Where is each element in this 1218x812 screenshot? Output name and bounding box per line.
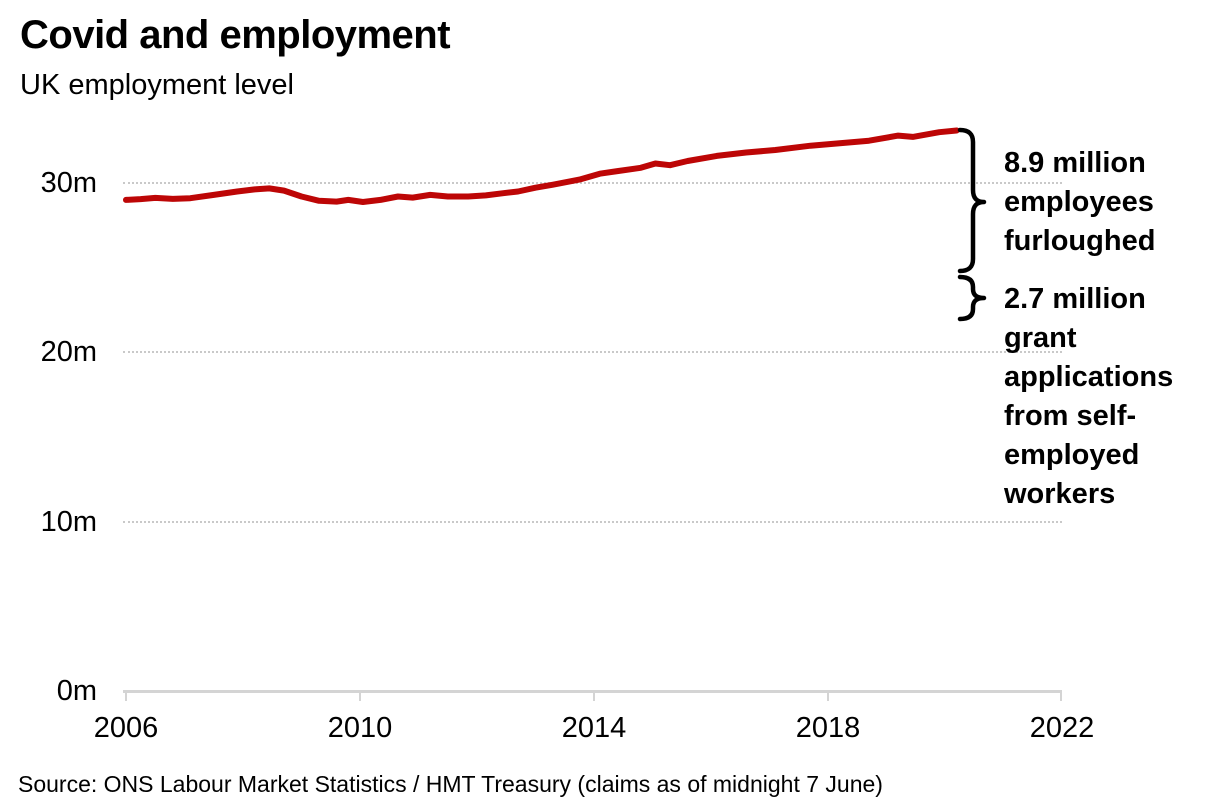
y-tick-label-30m: 30m bbox=[40, 167, 97, 199]
furlough-brace bbox=[957, 127, 987, 274]
y-tick-label-20m: 20m bbox=[40, 336, 97, 368]
seiss-annotation: 2.7 million grant applications from self… bbox=[1004, 283, 1174, 510]
x-axis-line bbox=[123, 690, 1062, 693]
furlough-annotation: 8.9 million employees furloughed bbox=[1004, 147, 1156, 257]
gridline-20m bbox=[123, 351, 1062, 353]
gridline-30m bbox=[123, 182, 1062, 184]
x-axis-tick-2006 bbox=[125, 691, 127, 701]
source-note: Source: ONS Labour Market Statistics / H… bbox=[18, 771, 883, 797]
x-tick-label-2018: 2018 bbox=[795, 712, 861, 744]
seiss-brace bbox=[957, 274, 987, 322]
x-tick-label-2006: 2006 bbox=[93, 712, 159, 744]
x-tick-label-2010: 2010 bbox=[327, 712, 393, 744]
x-axis-tick-2010 bbox=[359, 691, 361, 701]
x-tick-label-2022: 2022 bbox=[1029, 712, 1095, 744]
chart-title: Covid and employment bbox=[20, 13, 451, 57]
x-tick-label-2014: 2014 bbox=[561, 712, 627, 744]
x-axis-tick-2018 bbox=[827, 691, 829, 701]
y-tick-label-0m: 0m bbox=[56, 675, 97, 707]
employment-line bbox=[123, 127, 960, 205]
y-tick-label-10m: 10m bbox=[40, 506, 97, 538]
gridline-10m bbox=[123, 521, 1062, 523]
x-axis-tick-2014 bbox=[593, 691, 595, 701]
chart-subtitle: UK employment level bbox=[20, 69, 294, 101]
x-axis-tick-2022 bbox=[1060, 691, 1062, 701]
